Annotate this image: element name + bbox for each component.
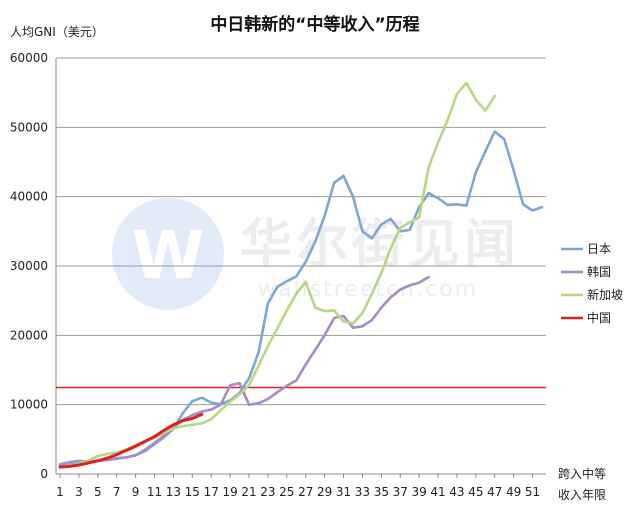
x-tick-label: 45	[468, 485, 483, 499]
y-tick-label: 0	[40, 467, 48, 481]
x-tick-label: 21	[241, 485, 256, 499]
x-tick-label: 25	[279, 485, 294, 499]
x-tick-label: 39	[411, 485, 426, 499]
gridlines	[56, 57, 546, 406]
series-layer	[58, 81, 544, 469]
y-tick-label: 10000	[10, 398, 48, 412]
x-tick-label: 23	[260, 485, 275, 499]
series-line-china	[58, 412, 204, 469]
x-tick-label: 49	[506, 485, 521, 499]
x-tick-label: 35	[374, 485, 389, 499]
y-tick-label: 60000	[10, 51, 48, 65]
x-tick-label: 11	[147, 485, 162, 499]
x-tick-label: 9	[132, 485, 140, 499]
x-tick-label: 33	[355, 485, 370, 499]
x-tick-label: 15	[185, 485, 200, 499]
x-tick-label: 7	[113, 485, 121, 499]
watermark-logo-circle	[112, 198, 224, 310]
y-tick-label: 50000	[10, 120, 48, 134]
series-line-korea	[58, 275, 430, 467]
legend-label-singapore: 新加坡	[587, 287, 623, 302]
x-tick-label: 13	[166, 485, 181, 499]
y-axis-label: 人均GNI（美元）	[10, 25, 104, 39]
chart-title: 中日韩新的“中等收入”历程	[210, 14, 419, 35]
x-tick-label: 1	[56, 485, 64, 499]
y-tick-label: 20000	[10, 328, 48, 342]
legend-label-china: 中国	[587, 310, 611, 325]
x-tick-label: 37	[393, 485, 408, 499]
x-tick-label: 43	[449, 485, 464, 499]
x-tick-label: 29	[317, 485, 332, 499]
legend-label-korea: 韩国	[587, 264, 611, 279]
x-tick-label: 19	[222, 485, 237, 499]
x-tick-label: 41	[430, 485, 445, 499]
watermark: W 华尔街见闻 wallstreetcn.com	[112, 198, 520, 310]
x-tick-label: 31	[336, 485, 351, 499]
x-tick-label: 27	[298, 485, 313, 499]
x-tick-label: 51	[525, 485, 540, 499]
x-tick-label: 17	[204, 485, 219, 499]
watermark-brand: 华尔街见闻	[240, 215, 520, 275]
x-axis-label-line-2: 收入年限	[558, 488, 606, 502]
watermark-url: wallstreetcn.com	[258, 277, 478, 302]
watermark-logo-letter: W	[132, 217, 205, 294]
x-axis-label-line-1: 跨入中等	[558, 466, 606, 481]
y-tick-label: 40000	[10, 190, 48, 204]
legend-label-japan: 日本	[587, 242, 611, 256]
x-tick-label: 5	[94, 485, 102, 499]
x-tick-label: 47	[487, 485, 502, 499]
y-tick-label: 30000	[10, 259, 48, 273]
x-tick-label: 3	[75, 485, 83, 499]
